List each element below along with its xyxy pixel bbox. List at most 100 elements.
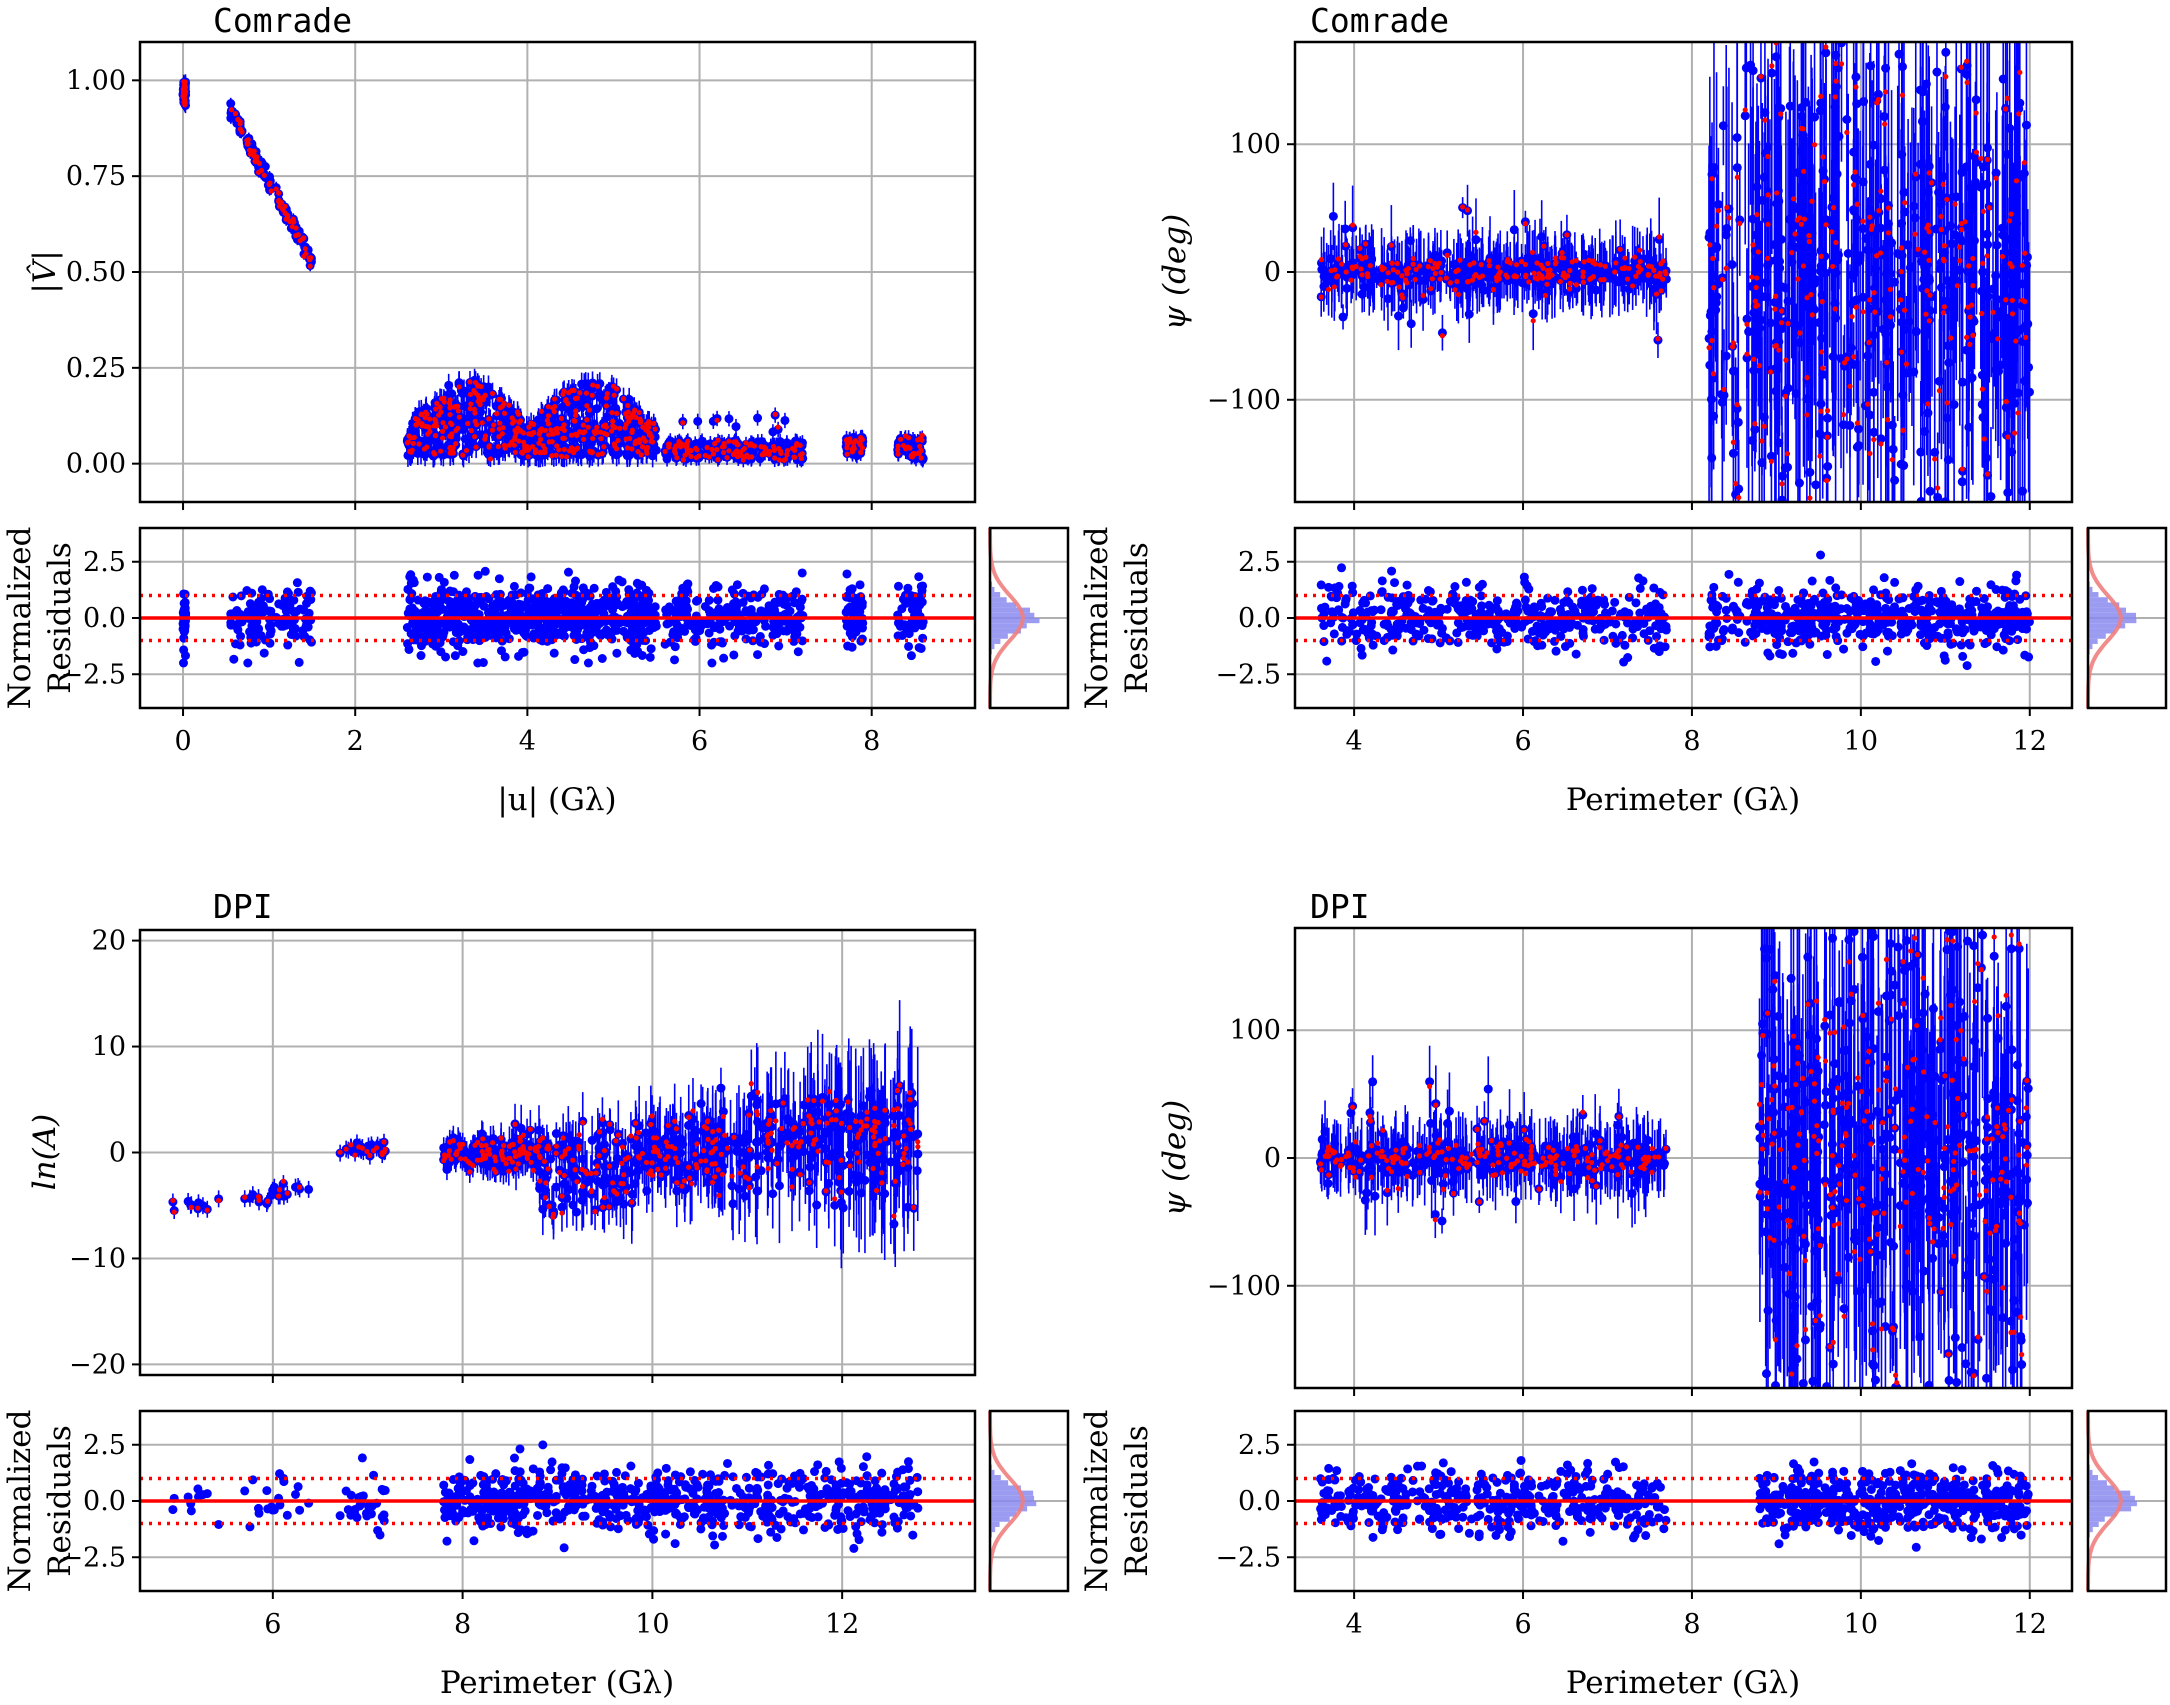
model-point [685,450,691,456]
res-ytick-label: −2.5 [60,659,126,690]
model-point [551,409,557,415]
model-point [586,407,593,413]
model-point [517,428,524,434]
hist-bar [990,623,1027,629]
model-point [583,390,589,396]
model-point [410,440,416,447]
model-point [624,445,631,451]
model-point [652,426,658,432]
model-point [244,141,250,147]
model-point [635,449,641,455]
residual-point [289,606,299,616]
model-point [525,447,531,453]
model-point [517,418,524,424]
model-point [672,450,679,456]
model-point [423,423,429,430]
residual-point [494,574,504,584]
y-axis-label: |V̂| [25,250,63,293]
model-point [604,391,610,397]
data-point [1528,309,1538,319]
xtick-label: 0 [174,726,191,757]
model-point [900,442,907,449]
residual-point [251,621,261,631]
model-point [447,397,453,403]
residual-point [441,652,451,662]
model-point [644,450,650,456]
residual-point [630,624,640,634]
model-point [473,444,479,450]
model-point [276,203,283,209]
model-point [572,431,579,437]
data-point [444,380,454,390]
model-point [772,455,778,461]
data-points [1316,42,2034,502]
model-point [577,390,583,396]
residual-point [450,651,460,661]
residual-point [514,599,524,609]
residual-point [422,572,432,582]
residual-point [673,603,683,613]
data-point [1383,294,1393,304]
model-point [258,167,265,174]
residual-point [729,601,739,611]
model-point [649,439,656,445]
residual-point [630,648,640,658]
residual-point [435,602,445,612]
residual-point [451,628,461,638]
model-point [563,398,569,404]
model-point [465,420,471,427]
model-point [525,454,531,460]
model-point [453,441,459,447]
residual-point [438,632,448,642]
residual-point [797,568,807,578]
model-point [851,440,857,446]
residual-point [492,598,502,608]
xtick-label: 6 [691,726,708,757]
model-point [448,434,454,440]
model-point [512,427,518,433]
residual-point [538,636,548,646]
model-point [721,440,727,447]
hist-bar [990,633,1008,639]
data-point [1359,282,1369,292]
model-point [554,443,560,449]
model-point [622,425,628,431]
residual-point [500,627,510,637]
model-point [408,449,414,455]
residual-point [571,576,581,586]
model-point [515,411,522,417]
model-point [640,444,646,450]
residual-point [717,638,727,648]
residual-point [423,597,433,607]
xtick-label: 8 [863,726,880,757]
data-point [1547,279,1557,289]
model-point [791,454,797,460]
hist-bar [990,628,1021,634]
residual-point [178,619,188,629]
residual-point [431,626,441,636]
residual-point [283,595,293,605]
residual-point [453,595,463,605]
model-point [771,447,777,453]
data-point [439,402,449,412]
residual-point [480,566,490,576]
residual-point [509,581,519,591]
hist-bar [990,607,1031,613]
model-point [651,420,657,427]
model-point [907,445,913,451]
model-point [499,431,505,437]
residual-point [893,631,903,641]
residual-point [668,630,678,640]
residual-point [917,621,927,631]
model-point [792,447,798,453]
model-point [776,457,782,463]
model-point [463,447,470,454]
model-point [710,451,717,457]
model-point [545,404,551,410]
residual-point [729,650,739,660]
residual-point [707,658,717,668]
model-point [472,434,478,440]
model-point [455,408,461,414]
model-point [633,414,639,420]
